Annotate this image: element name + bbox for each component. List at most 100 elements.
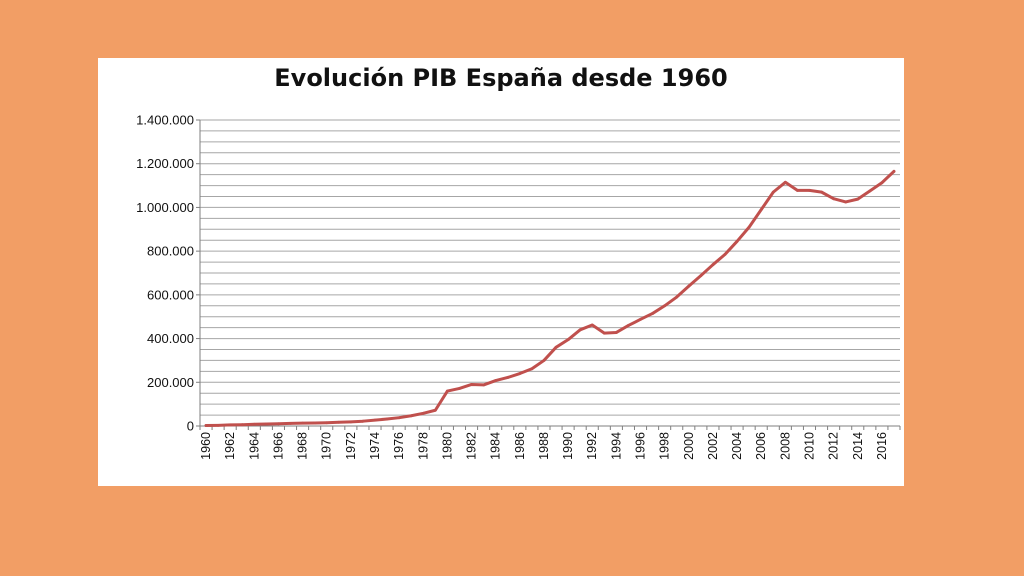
x-tick-label: 2012 (827, 432, 841, 460)
x-tick-label: 1996 (634, 432, 648, 460)
data-point (820, 190, 823, 194)
x-tick-label: 1998 (658, 432, 672, 460)
x-tick-label: 1982 (465, 432, 479, 460)
data-point (361, 419, 365, 423)
data-point (675, 295, 679, 299)
x-tick-label: 2010 (802, 432, 816, 460)
data-point (385, 417, 389, 421)
data-point (590, 323, 594, 327)
chart-title: Evolución PIB España desde 1960 (274, 64, 727, 92)
x-tick-label: 1976 (392, 432, 406, 460)
x-tick-label: 1968 (296, 432, 310, 460)
data-point (325, 421, 329, 425)
data-point (397, 416, 401, 420)
data-point (373, 418, 377, 422)
data-point (289, 421, 292, 425)
data-point (216, 423, 220, 427)
data-point (892, 169, 896, 173)
gdp-line-chart: Evolución PIB España desde 1960 0 200.000… (136, 64, 901, 460)
x-tick-label: 1980 (440, 432, 454, 460)
data-point (627, 324, 630, 327)
data-point (747, 225, 751, 229)
x-tick-label: 2008 (778, 432, 792, 460)
data-point (711, 263, 715, 267)
data-point (433, 408, 437, 412)
data-point (723, 253, 727, 256)
data-point (771, 190, 775, 194)
data-point (614, 331, 618, 334)
data-point (796, 188, 799, 192)
data-point (228, 423, 232, 427)
data-point (783, 180, 787, 184)
data-point (482, 383, 486, 387)
data-point (470, 383, 473, 386)
y-tick-label: 600.000 (147, 287, 194, 302)
data-point (566, 338, 570, 342)
y-tick-label: 1.000.000 (136, 200, 194, 215)
y-tick-label: 200.000 (147, 375, 194, 390)
data-point (880, 181, 884, 185)
x-tick-label: 1994 (609, 432, 623, 460)
data-point (409, 414, 413, 418)
data-point (735, 239, 739, 243)
data-point (301, 421, 304, 425)
y-axis-tick-labels: 0 200.000 400.000 600.000 800.000 1.000.000 1.… (136, 113, 194, 434)
data-point (264, 422, 268, 426)
data-point (240, 423, 244, 427)
data-point (349, 420, 353, 424)
data-point (832, 197, 836, 201)
x-tick-label: 2000 (682, 432, 696, 460)
data-point (458, 387, 461, 390)
data-point (518, 372, 522, 375)
x-tick-label: 1988 (537, 432, 551, 460)
y-tick-label: 400.000 (147, 331, 194, 346)
x-tick-label: 2004 (730, 432, 744, 460)
x-axis-tick-labels: 1960 1962 1964 1966 1968 1970 1972 1974 1976 1978… (199, 432, 889, 460)
y-tick-label: 1.400.000 (136, 113, 194, 128)
data-point (651, 312, 654, 315)
y-tick-label: 800.000 (147, 244, 194, 259)
data-point (808, 188, 811, 192)
x-tick-label: 1978 (416, 432, 430, 460)
data-point (856, 197, 860, 201)
axes (196, 119, 901, 430)
data-point (494, 379, 498, 382)
x-tick-label: 1974 (368, 432, 382, 460)
data-point (578, 328, 582, 332)
data-point (602, 331, 606, 335)
x-tick-label: 2014 (851, 432, 865, 460)
data-point (530, 367, 534, 371)
series-line-pib (204, 169, 896, 428)
data-point (446, 389, 449, 393)
x-tick-label: 2016 (875, 432, 889, 460)
y-tick-label: 0 (187, 419, 194, 434)
x-tick-label: 1962 (223, 432, 237, 460)
x-tick-label: 1960 (199, 432, 213, 460)
data-point (252, 422, 256, 426)
data-point (639, 317, 642, 321)
chart-panel: Evolución PIB España desde 1960 0 200.000… (98, 58, 904, 486)
data-point (554, 345, 558, 349)
x-tick-label: 1984 (489, 432, 503, 460)
data-point (337, 420, 341, 424)
grid-lines (200, 119, 900, 416)
x-tick-label: 2006 (754, 432, 768, 460)
data-point (868, 189, 872, 193)
data-point (506, 376, 510, 379)
x-tick-label: 2002 (706, 432, 720, 460)
data-point (844, 200, 848, 204)
data-point (277, 422, 280, 426)
data-point (313, 421, 317, 425)
data-point (421, 411, 425, 415)
x-tick-label: 1964 (247, 432, 261, 460)
y-tick-label: 1.200.000 (136, 156, 194, 171)
x-tick-label: 1970 (320, 432, 334, 460)
series-layer (204, 169, 896, 428)
x-tick-label: 1966 (271, 432, 285, 460)
x-tick-label: 1992 (585, 432, 599, 460)
data-point (542, 359, 546, 362)
data-point (204, 424, 208, 427)
data-point (663, 304, 667, 308)
data-point (759, 208, 763, 212)
data-point (687, 284, 691, 288)
